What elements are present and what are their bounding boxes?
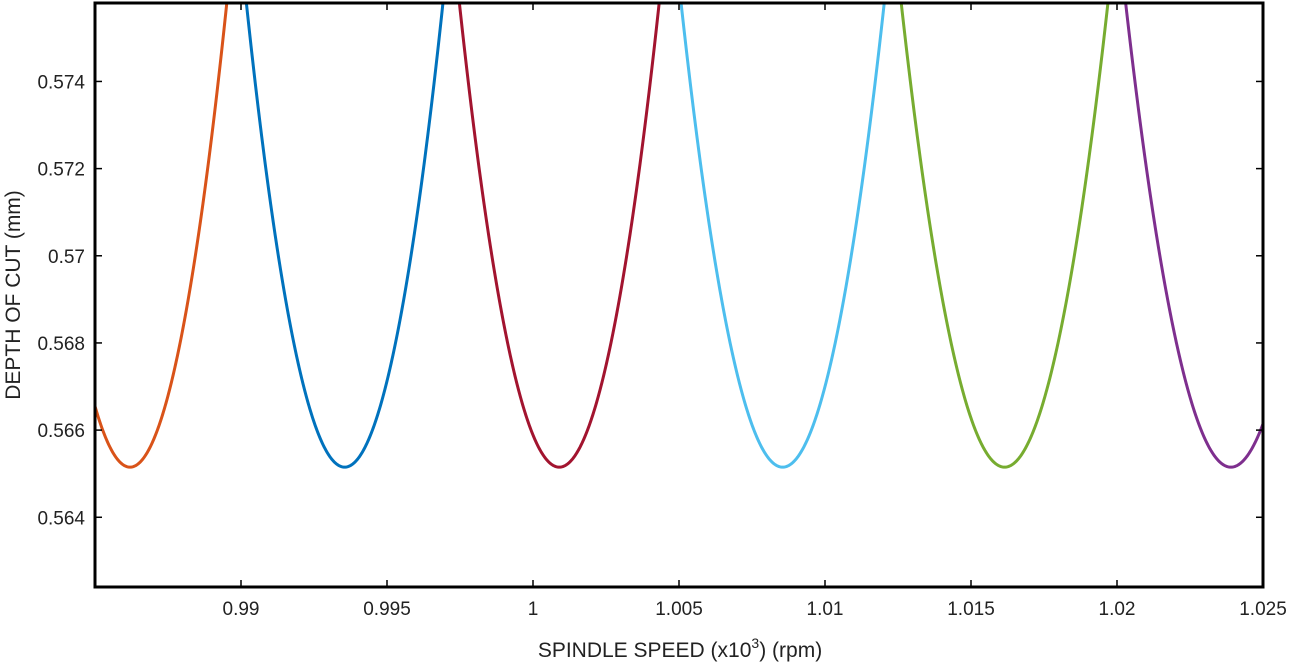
x-tick-label: 1.025 [1239,599,1287,620]
y-tick-label: 0.566 [37,421,85,442]
x-tick-label: 1.005 [655,599,703,620]
plot-area [95,3,1263,587]
x-tick-label: 0.99 [223,599,260,620]
x-axis-label: SPINDLE SPEED (x103) (rpm) [538,635,822,662]
x-tick-label: 1.015 [947,599,995,620]
y-axis-label: DEPTH OF CUT (mm) [2,190,25,400]
stability-lobe-4 [457,3,661,469]
plot-frame [93,1,1265,589]
stability-lobe-7 [1124,3,1263,469]
x-tick-label: 1.01 [807,599,844,620]
x-tick-label: 1 [528,599,539,620]
y-tick-label: 0.568 [37,334,85,355]
stability-lobe-2 [95,3,229,469]
y-tick-label: 0.572 [37,160,85,181]
stability-lobe-3 [244,3,445,469]
stability-lobe-5 [679,3,886,469]
y-tick-label: 0.57 [48,247,85,268]
series-layer [95,3,1263,469]
y-tick-label: 0.574 [37,72,85,93]
x-tick-label: 0.995 [363,599,411,620]
x-tick-label: 1.02 [1099,599,1136,620]
stability-lobe-6 [899,3,1110,469]
y-tick-label: 0.564 [37,508,85,529]
